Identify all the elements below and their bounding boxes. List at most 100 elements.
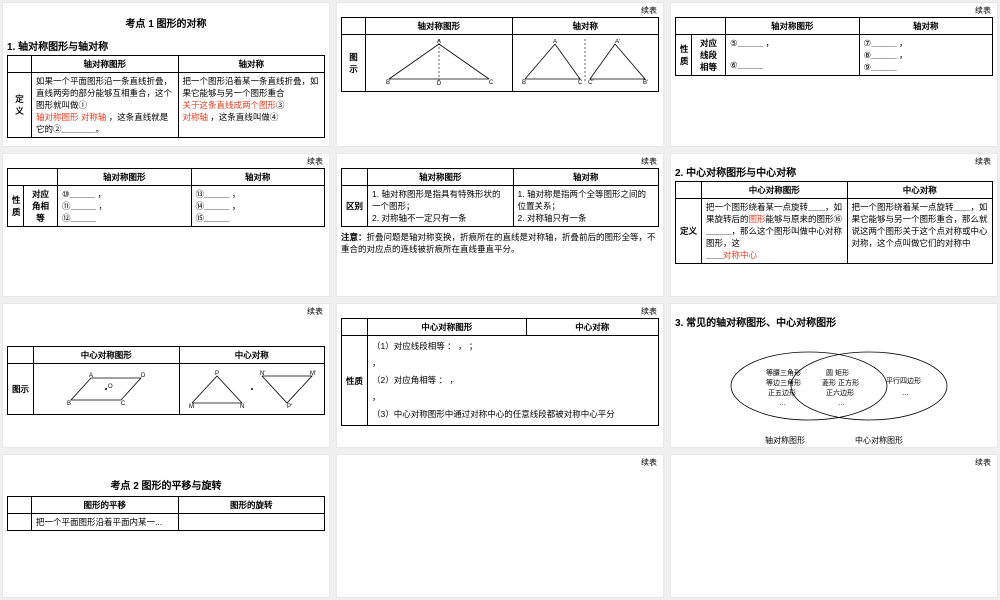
- panel-8: 续表 中心对称图形中心对称 性质 （1）对应线段相等 ： ， ；， （2）对应角…: [336, 303, 664, 448]
- row-label: 图示: [8, 364, 34, 415]
- venn-label-right: 中心对称图形: [855, 435, 903, 446]
- row-outer: 性质: [676, 35, 692, 76]
- t5: 轴对称图形轴对称 区别 1. 轴对称图形是指具有特殊形状的一个图形； 2. 对称…: [341, 168, 659, 227]
- t4: 轴对称图形轴对称 性质 对应角相等 ⑩＿＿＿ ，⑪＿＿＿ ，⑫＿＿＿ ⑬＿＿＿ …: [7, 168, 325, 227]
- section-heading: 2. 中心对称图形与中心对称: [675, 164, 993, 179]
- t10: 图形的平移图形的旋转 把一个平面图形沿着平面内某一...: [7, 496, 325, 531]
- row-label: [8, 513, 32, 530]
- diagram-axial-shape: D B C A: [366, 35, 513, 92]
- svg-text:O: O: [108, 384, 113, 390]
- xubiao: 续表: [641, 457, 657, 468]
- panel-1: 考点 1 图形的对称 1. 轴对称图形与轴对称 轴对称图形轴对称 定义 如果一个…: [2, 2, 330, 147]
- diagram-axial-pair: AA' BC C'B': [512, 35, 659, 92]
- svg-text:P: P: [215, 371, 219, 377]
- svg-text:N': N': [260, 371, 265, 377]
- xubiao: 续表: [307, 156, 323, 167]
- venn-label-left: 轴对称图形: [765, 435, 805, 446]
- th: 轴对称: [191, 168, 325, 185]
- svg-text:A: A: [89, 373, 93, 379]
- svg-text:圆 矩形: 圆 矩形: [826, 368, 849, 377]
- th: 轴对称图形: [58, 168, 192, 185]
- svg-text:正六边形: 正六边形: [826, 388, 854, 397]
- panel-6: 续表 2. 中心对称图形与中心对称 中心对称图形中心对称 定义 把一个图形绕着某…: [670, 153, 998, 298]
- svg-text:B: B: [67, 401, 71, 407]
- svg-text:B: B: [386, 80, 390, 86]
- svg-text:B': B': [643, 80, 648, 86]
- panel-12: 续表: [670, 454, 998, 599]
- svg-text:B: B: [522, 80, 526, 86]
- svg-text:…: …: [779, 400, 786, 407]
- svg-text:C: C: [489, 80, 494, 86]
- row-label: 定义: [676, 198, 702, 263]
- svg-text:N: N: [240, 404, 244, 410]
- panel-5: 续表 轴对称图形轴对称 区别 1. 轴对称图形是指具有特殊形状的一个图形； 2.…: [336, 153, 664, 298]
- row-inner: 对应线段相等: [692, 35, 726, 76]
- svg-text:等边三角形: 等边三角形: [766, 378, 801, 387]
- xubiao: 续表: [975, 5, 991, 16]
- xubiao: 续表: [975, 156, 991, 167]
- diagram-central-shape: O AD BC: [34, 364, 180, 415]
- th: 轴对称图形: [366, 18, 513, 35]
- svg-text:A': A': [615, 39, 620, 45]
- panel-4: 续表 轴对称图形轴对称 性质 对应角相等 ⑩＿＿＿ ，⑪＿＿＿ ，⑫＿＿＿ ⑬＿…: [2, 153, 330, 298]
- panel-3: 续表 轴对称图形轴对称 性质 对应线段相等 ⑤＿＿＿ ，⑥＿＿＿ ⑦＿＿＿ ，⑧…: [670, 2, 998, 147]
- topic-heading: 考点 1 图形的对称: [7, 15, 325, 30]
- svg-text:…: …: [902, 390, 909, 397]
- note: 注意：折叠问题是轴对称变换，折痕所在的直线是对称轴，折叠前后的图形全等，不重合的…: [341, 231, 659, 255]
- svg-text:等腰三角形: 等腰三角形: [766, 368, 801, 377]
- panel-2: 续表 轴对称图形轴对称 图示 D B C A: [336, 2, 664, 147]
- th: 中心对称图形: [368, 319, 527, 336]
- svg-text:D: D: [141, 373, 146, 379]
- row-label: 图示: [342, 35, 366, 92]
- t8: 中心对称图形中心对称 性质 （1）对应线段相等 ： ， ；， （2）对应角相等 …: [341, 318, 659, 426]
- section-heading: 1. 轴对称图形与轴对称: [7, 38, 325, 53]
- svg-text:正五边形: 正五边形: [768, 388, 796, 397]
- cell: （1）对应线段相等 ： ， ；， （2）对应角相等 ： ，， （3）中心对称图形…: [368, 336, 659, 426]
- row-label: 性质: [342, 336, 368, 426]
- cell: ⑬＿＿＿ ，⑭＿＿＿ ，⑮＿＿＿: [191, 185, 325, 226]
- th: 轴对称: [178, 56, 325, 73]
- xubiao: 续表: [307, 306, 323, 317]
- cell: ⑩＿＿＿ ，⑪＿＿＿ ，⑫＿＿＿: [58, 185, 192, 226]
- xubiao: 续表: [641, 156, 657, 167]
- row-label: 定义: [8, 73, 32, 138]
- cell: 1. 轴对称是指两个全等图形之间的位置关系； 2. 对称轴只有一条: [513, 185, 659, 226]
- row-label: 区别: [342, 185, 368, 226]
- cell: 把一个平面图形沿着平面内某一...: [32, 513, 179, 530]
- th: 中心对称: [179, 347, 325, 364]
- svg-text:M': M': [310, 371, 316, 377]
- t3: 轴对称图形轴对称 性质 对应线段相等 ⑤＿＿＿ ，⑥＿＿＿ ⑦＿＿＿ ，⑧＿＿＿…: [675, 17, 993, 76]
- t1: 轴对称图形轴对称 定义 如果一个平面图形沿一条直线折叠，直线两旁的部分能够互相重…: [7, 55, 325, 138]
- cell: 把一个图形沿着某一条直线折叠，如果它能够与另一个图形重合 关于这条直线成两个图形…: [178, 73, 325, 138]
- panel-10: 考点 2 图形的平移与旋转 图形的平移图形的旋转 把一个平面图形沿着平面内某一.…: [2, 454, 330, 599]
- cell: 把一个图形绕着某一点旋转＿＿，如果它能够与另一个图形重合，那么就说这两个图形关于…: [847, 198, 993, 263]
- svg-text:平行四边形: 平行四边形: [886, 376, 921, 385]
- th: 中心对称: [847, 181, 993, 198]
- th: 中心对称图形: [34, 347, 180, 364]
- t7: 中心对称图形中心对称 图示 O AD BC PMN P'N'M': [7, 346, 325, 415]
- svg-text:A: A: [553, 39, 557, 45]
- th: 轴对称图形: [32, 56, 179, 73]
- svg-text:…: …: [838, 400, 845, 407]
- th: 图形的旋转: [178, 496, 325, 513]
- svg-text:C: C: [578, 80, 583, 86]
- xubiao: 续表: [641, 306, 657, 317]
- cell: 如果一个平面图形沿一条直线折叠，直线两旁的部分能够互相重合，这个图形就叫做① 轴…: [32, 73, 179, 138]
- section-heading: 3. 常见的轴对称图形、中心对称图形: [675, 314, 993, 329]
- svg-text:A: A: [437, 39, 441, 45]
- th: 中心对称图形: [702, 181, 848, 198]
- topic-heading: 考点 2 图形的平移与旋转: [7, 477, 325, 492]
- cell: ⑦＿＿＿ ，⑧＿＿＿ ，⑨＿＿＿: [859, 35, 993, 76]
- svg-text:P': P': [287, 404, 292, 410]
- panel-11: 续表: [336, 454, 664, 599]
- venn-diagram: 等腰三角形 等边三角形 正五边形 … 圆 矩形 菱形 正方形 正六边形 … 平行…: [675, 341, 993, 446]
- row-inner: 对应角相等: [24, 185, 58, 226]
- panel-9: 3. 常见的轴对称图形、中心对称图形 等腰三角形 等边三角形 正五边形 … 圆 …: [670, 303, 998, 448]
- t6: 中心对称图形中心对称 定义 把一个图形绕着某一点旋转＿＿，如果旋转后的图形能够与…: [675, 181, 993, 264]
- t2: 轴对称图形轴对称 图示 D B C A AA': [341, 17, 659, 92]
- cell: [178, 513, 325, 530]
- th: 轴对称: [513, 168, 659, 185]
- svg-text:菱形 正方形: 菱形 正方形: [822, 378, 859, 387]
- panel-7: 续表 中心对称图形中心对称 图示 O AD BC PMN: [2, 303, 330, 448]
- svg-text:D: D: [437, 81, 442, 87]
